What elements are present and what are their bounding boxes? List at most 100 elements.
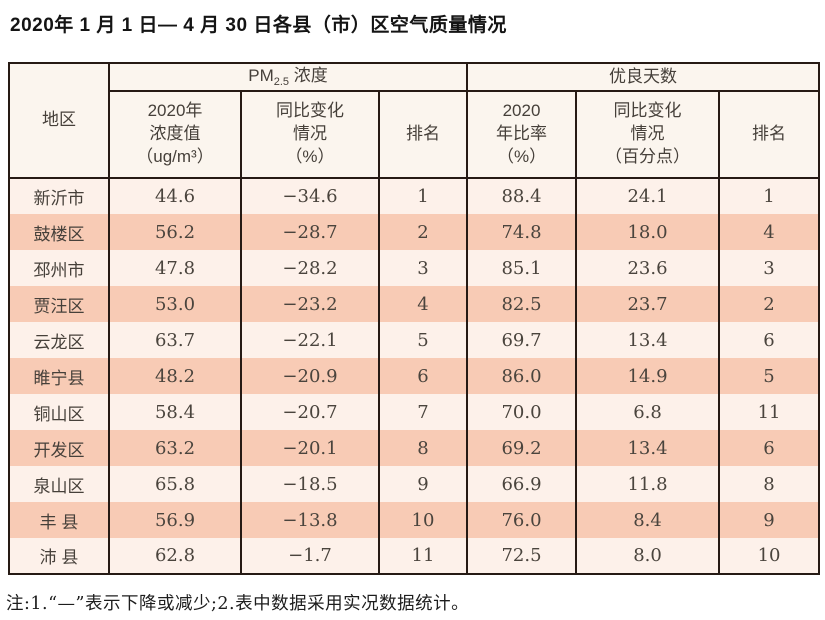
pm-change-cell: −13.8	[240, 502, 380, 538]
table-row: 睢宁县 48.2 −20.9 6 86.0 14.9 5	[8, 358, 821, 394]
good-change-cell: 13.4	[575, 430, 721, 466]
good-ratio-cell: 66.9	[466, 466, 578, 502]
good-change-cell: 11.8	[575, 466, 721, 502]
pm-value-cell: 63.2	[108, 430, 242, 466]
region-cell: 新沂市	[8, 178, 110, 214]
pm-value-cell: 63.7	[108, 322, 242, 358]
pm-value-cell: 44.6	[108, 178, 242, 214]
table-row: 开发区 63.2 −20.1 8 69.2 13.4 6	[8, 430, 821, 466]
good-rank-cell: 1	[718, 178, 821, 214]
table-row: 新沂市 44.6 −34.6 1 88.4 24.1 1	[8, 178, 821, 214]
page-title: 2020年 1 月 1 日— 4 月 30 日各县（市）区空气质量情况	[10, 15, 507, 36]
column-header-pm-rank: 排名	[377, 91, 469, 179]
table-row: 贾汪区 53.0 −23.2 4 82.5 23.7 2	[8, 286, 821, 322]
pm-change-cell: −1.7	[240, 538, 380, 574]
region-cell: 睢宁县	[8, 358, 110, 394]
pm-rank-cell: 2	[377, 214, 469, 250]
good-rank-cell: 8	[718, 466, 821, 502]
pm-value-cell: 65.8	[108, 466, 242, 502]
table-row: 铜山区 58.4 −20.7 7 70.0 6.8 11	[8, 394, 821, 430]
pm-value-cell: 62.8	[108, 538, 242, 574]
region-cell: 开发区	[8, 430, 110, 466]
good-rank-cell: 3	[718, 250, 821, 286]
column-group-pm25: PM2.5 浓度	[107, 63, 469, 92]
good-ratio-cell: 69.2	[466, 430, 578, 466]
region-cell: 沛 县	[8, 538, 110, 574]
good-ratio-cell: 74.8	[466, 214, 578, 250]
header-sub-row: 2020年 浓度值 （ug/m³） 同比变化 情况 （%） 排名 2020 年比…	[9, 91, 821, 179]
good-ratio-cell: 85.1	[466, 250, 578, 286]
pm-change-cell: −23.2	[240, 286, 380, 322]
air-quality-table: 地区 PM2.5 浓度 优良天数 2020年 浓度值 （ug/m³） 同比变化 …	[8, 62, 821, 575]
pm-rank-cell: 3	[377, 250, 469, 286]
pm-value-cell: 56.2	[108, 214, 242, 250]
column-header-good-change: 同比变化 情况 （百分点）	[575, 91, 721, 179]
good-change-cell: 13.4	[575, 322, 721, 358]
pm-change-cell: −22.1	[240, 322, 380, 358]
pm-rank-cell: 5	[377, 322, 469, 358]
good-change-cell: 23.7	[575, 286, 721, 322]
column-header-pm-change: 同比变化 情况 （%）	[240, 91, 380, 179]
pm-value-cell: 56.9	[108, 502, 242, 538]
pm-change-cell: −28.7	[240, 214, 380, 250]
region-cell: 铜山区	[8, 394, 110, 430]
good-ratio-cell: 70.0	[466, 394, 578, 430]
pm-change-cell: −20.7	[240, 394, 380, 430]
good-ratio-cell: 69.7	[466, 322, 578, 358]
pm25-label-subscript: 2.5	[273, 75, 290, 88]
region-cell: 丰 县	[8, 502, 110, 538]
pm-rank-cell: 9	[377, 466, 469, 502]
pm-rank-cell: 1	[377, 178, 469, 214]
table-row: 邳州市 47.8 −28.2 3 85.1 23.6 3	[8, 250, 821, 286]
pm-value-cell: 53.0	[108, 286, 242, 322]
pm-rank-cell: 7	[377, 394, 469, 430]
good-rank-cell: 10	[718, 538, 821, 574]
good-change-cell: 24.1	[575, 178, 721, 214]
good-rank-cell: 11	[718, 394, 821, 430]
pm-rank-cell: 6	[377, 358, 469, 394]
table-row: 鼓楼区 56.2 −28.7 2 74.8 18.0 4	[8, 214, 821, 250]
pm-change-cell: −18.5	[240, 466, 380, 502]
table-row: 丰 县 56.9 −13.8 10 76.0 8.4 9	[8, 502, 821, 538]
column-header-good-rank: 排名	[718, 91, 821, 179]
good-rank-cell: 5	[718, 358, 821, 394]
good-rank-cell: 6	[718, 322, 821, 358]
region-cell: 贾汪区	[8, 286, 110, 322]
column-header-region: 地区	[8, 63, 110, 179]
region-cell: 邳州市	[8, 250, 110, 286]
good-change-cell: 8.0	[575, 538, 721, 574]
good-change-cell: 14.9	[575, 358, 721, 394]
good-change-cell: 8.4	[575, 502, 721, 538]
good-change-cell: 6.8	[575, 394, 721, 430]
table-header: 地区 PM2.5 浓度 优良天数 2020年 浓度值 （ug/m³） 同比变化 …	[8, 63, 821, 179]
pm-value-cell: 48.2	[108, 358, 242, 394]
pm-change-cell: −34.6	[240, 178, 380, 214]
column-header-pm-value: 2020年 浓度值 （ug/m³）	[108, 91, 242, 179]
good-rank-cell: 2	[718, 286, 821, 322]
pm-change-cell: −20.1	[240, 430, 380, 466]
footnote: 注:1.“—”表示下降或减少;2.表中数据采用实况数据统计。	[6, 594, 470, 614]
pm-rank-cell: 4	[377, 286, 469, 322]
column-group-good-days: 优良天数	[466, 63, 821, 92]
pm-change-cell: −20.9	[240, 358, 380, 394]
good-rank-cell: 9	[718, 502, 821, 538]
pm-rank-cell: 10	[377, 502, 469, 538]
good-change-cell: 18.0	[575, 214, 721, 250]
pm-value-cell: 58.4	[108, 394, 242, 430]
table-body: 新沂市 44.6 −34.6 1 88.4 24.1 1 鼓楼区 56.2 −2…	[8, 178, 821, 574]
table-row: 沛 县 62.8 −1.7 11 72.5 8.0 10	[8, 538, 821, 574]
column-header-good-ratio: 2020 年比率 （%）	[466, 91, 578, 179]
good-change-cell: 23.6	[575, 250, 721, 286]
good-ratio-cell: 72.5	[466, 538, 578, 574]
good-rank-cell: 4	[718, 214, 821, 250]
pm25-label-suffix: 浓度	[289, 65, 328, 85]
good-ratio-cell: 88.4	[466, 178, 578, 214]
pm25-label-prefix: PM	[248, 65, 274, 85]
good-rank-cell: 6	[718, 430, 821, 466]
table-row: 云龙区 63.7 −22.1 5 69.7 13.4 6	[8, 322, 821, 358]
region-cell: 泉山区	[8, 466, 110, 502]
pm-rank-cell: 8	[377, 430, 469, 466]
good-ratio-cell: 76.0	[466, 502, 578, 538]
header-group-row: 地区 PM2.5 浓度 优良天数	[8, 63, 821, 179]
